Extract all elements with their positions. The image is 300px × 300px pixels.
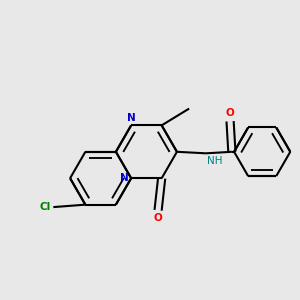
Text: NH: NH — [207, 156, 223, 166]
Text: O: O — [226, 108, 234, 118]
Text: O: O — [154, 213, 163, 223]
Text: Cl: Cl — [40, 202, 51, 212]
Text: N: N — [127, 113, 136, 123]
Text: N: N — [120, 173, 129, 183]
